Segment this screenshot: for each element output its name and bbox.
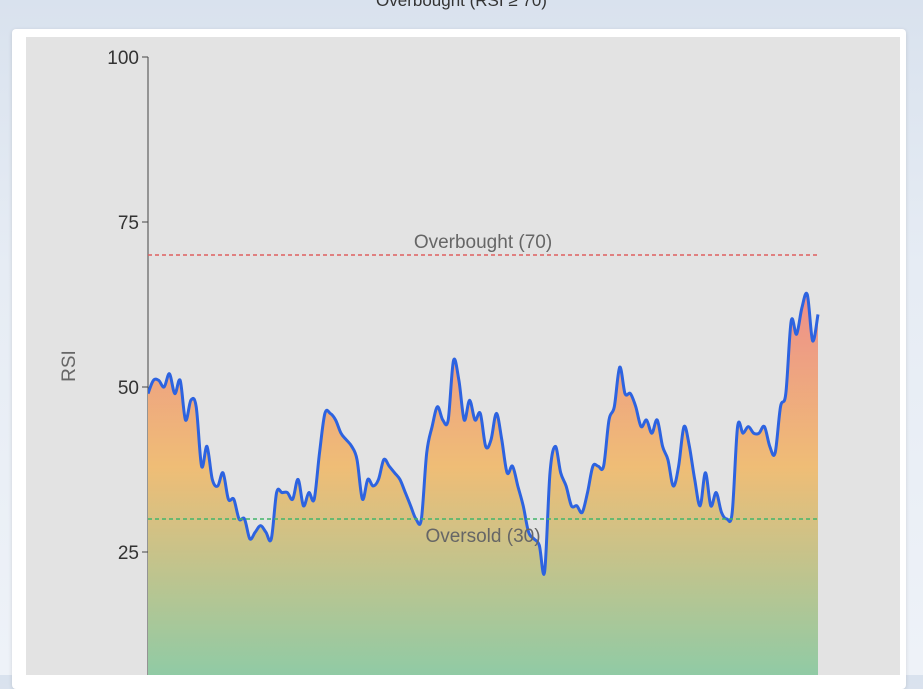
rsi-chart: 100 75 50 25 RSI Overbought (70) Oversold (3… xyxy=(26,37,900,675)
oversold-label: Oversold (30) xyxy=(425,526,540,547)
y-tick-label: 75 xyxy=(118,213,139,234)
y-tick-label: 50 xyxy=(118,378,139,399)
y-axis-title: RSI xyxy=(59,350,80,382)
y-tick-label: 25 xyxy=(118,543,139,564)
y-tick-label: 100 xyxy=(107,48,139,69)
rsi-area-fill xyxy=(148,293,818,675)
chart-title: Overbought (RSI ≥ 70) xyxy=(376,0,547,10)
y-axis: 100 75 50 25 xyxy=(107,48,149,675)
rsi-series-line xyxy=(148,291,820,576)
overbought-label: Overbought (70) xyxy=(414,232,552,253)
